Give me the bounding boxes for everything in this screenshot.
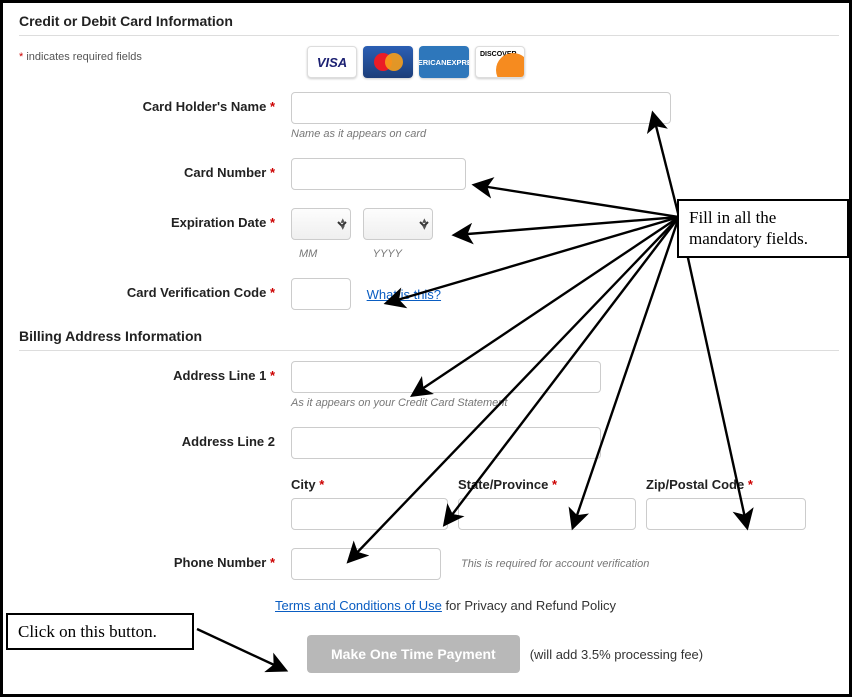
required-fields-note: * indicates required fields [19, 51, 142, 63]
address1-label: Address Line 1 * [19, 361, 291, 383]
section-billing-title: Billing Address Information [19, 328, 839, 344]
terms-suffix: for Privacy and Refund Policy [442, 598, 616, 613]
cardholder-name-label: Card Holder's Name * [19, 92, 291, 114]
address2-label: Address Line 2 [19, 427, 291, 449]
city-label: City * [291, 477, 448, 492]
section-card-title: Credit or Debit Card Information [19, 13, 839, 29]
terms-link[interactable]: Terms and Conditions of Use [275, 598, 442, 613]
processing-fee-note: (will add 3.5% processing fee) [530, 647, 703, 662]
cvc-input[interactable] [291, 278, 351, 310]
address2-input[interactable] [291, 427, 601, 459]
phone-input[interactable] [291, 548, 441, 580]
cvc-help-link[interactable]: What is this? [367, 287, 441, 302]
zip-input[interactable] [646, 498, 806, 530]
city-input[interactable] [291, 498, 448, 530]
card-number-label: Card Number * [19, 158, 291, 180]
cardholder-name-hint: Name as it appears on card [291, 128, 839, 140]
exp-mm-hint: MM [299, 248, 359, 260]
cardholder-name-input[interactable] [291, 92, 671, 124]
phone-side-hint: This is required for account verificatio… [461, 558, 649, 570]
address1-input[interactable] [291, 361, 601, 393]
accepted-cards: VISA AMERICANEXPRESS DISCOVER [291, 46, 525, 78]
state-input[interactable] [458, 498, 636, 530]
card-number-input[interactable] [291, 158, 466, 190]
address1-hint: As it appears on your Credit Card Statem… [291, 397, 839, 409]
visa-logo: VISA [307, 46, 357, 78]
terms-row: Terms and Conditions of Use for Privacy … [275, 598, 839, 613]
zip-label: Zip/Postal Code * [646, 477, 806, 492]
phone-label: Phone Number * [19, 548, 291, 570]
exp-yyyy-hint: YYYY [373, 248, 402, 260]
divider [19, 35, 839, 36]
amex-logo: AMERICANEXPRESS [419, 46, 469, 78]
expiration-date-label: Expiration Date * [19, 208, 291, 230]
make-payment-button[interactable]: Make One Time Payment [307, 635, 520, 673]
discover-logo: DISCOVER [475, 46, 525, 78]
state-label: State/Province * [458, 477, 636, 492]
mastercard-logo [363, 46, 413, 78]
annotation-fill-mandatory: Fill in all the mandatory fields. [677, 199, 849, 258]
divider [19, 350, 839, 351]
annotation-click-button: Click on this button. [6, 613, 194, 650]
cvc-label: Card Verification Code * [19, 278, 291, 300]
exp-month-select[interactable] [291, 208, 351, 240]
exp-year-select[interactable] [363, 208, 433, 240]
